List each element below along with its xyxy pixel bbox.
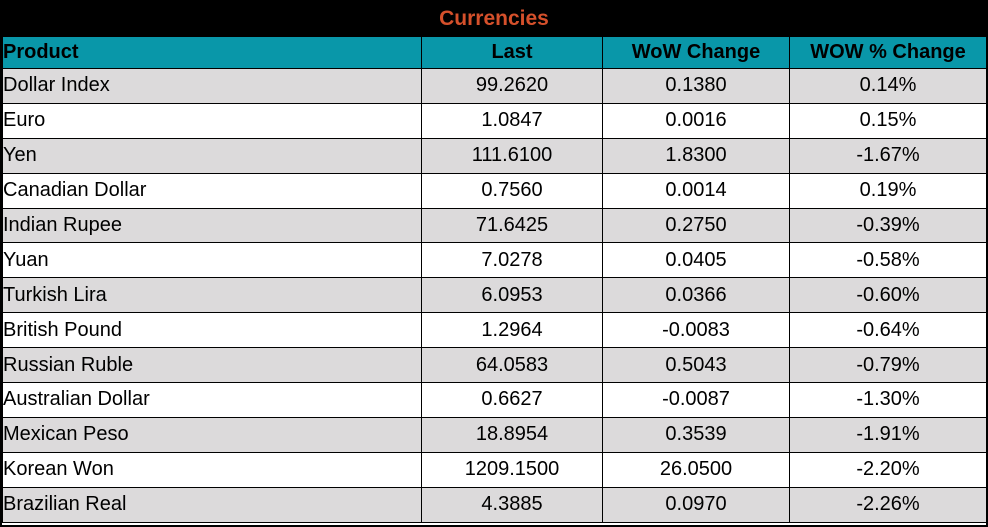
last-cell: 7.0278 [421, 242, 603, 279]
last-cell: 1209.1500 [421, 451, 603, 488]
product-cell: Indian Rupee [2, 207, 422, 244]
product-cell: Australian Dollar [2, 382, 422, 418]
wow-change-cell: 0.0405 [602, 242, 790, 279]
last-cell: 18.8954 [421, 416, 603, 453]
last-cell: 1.2964 [421, 312, 603, 349]
last-cell: 99.2620 [421, 68, 603, 104]
wow-pct-change-cell: -0.60% [789, 277, 986, 314]
wow-change-cell: 26.0500 [602, 451, 790, 488]
table-row: Yuan 7.0278 0.0405 -0.58% [2, 242, 986, 279]
last-cell: 0.7560 [421, 172, 603, 209]
wow-change-cell: 0.0970 [602, 486, 790, 523]
product-cell: Turkish Lira [2, 277, 422, 314]
wow-change-cell: -0.0083 [602, 312, 790, 349]
product-cell: Yen [2, 137, 422, 174]
table-row: Russian Ruble 64.0583 0.5043 -0.79% [2, 347, 986, 384]
currencies-table: Product Last WoW Change WOW % Change Dol… [2, 36, 986, 523]
table-row: Australian Dollar 0.6627 -0.0087 -1.30% [2, 382, 986, 418]
table-row: Mexican Peso 18.8954 0.3539 -1.91% [2, 416, 986, 453]
last-cell: 0.6627 [421, 382, 603, 418]
last-cell: 64.0583 [421, 347, 603, 384]
wow-pct-change-cell: 0.19% [789, 172, 986, 209]
table-row: British Pound 1.2964 -0.0083 -0.64% [2, 312, 986, 349]
column-header-wow-change: WoW Change [602, 36, 790, 69]
wow-pct-change-cell: 0.14% [789, 68, 986, 104]
wow-pct-change-cell: -0.58% [789, 242, 986, 279]
last-cell: 71.6425 [421, 207, 603, 244]
table-row: Euro 1.0847 0.0016 0.15% [2, 102, 986, 139]
wow-change-cell: 0.0366 [602, 277, 790, 314]
product-cell: Brazilian Real [2, 486, 422, 523]
wow-pct-change-cell: -1.30% [789, 382, 986, 418]
table-row: Turkish Lira 6.0953 0.0366 -0.60% [2, 277, 986, 314]
table-body: Dollar Index 99.2620 0.1380 0.14% Euro 1… [2, 68, 986, 523]
product-cell: British Pound [2, 312, 422, 349]
table-row: Yen 111.6100 1.8300 -1.67% [2, 137, 986, 174]
wow-pct-change-cell: -0.79% [789, 347, 986, 384]
product-cell: Russian Ruble [2, 347, 422, 384]
table-row: Korean Won 1209.1500 26.0500 -2.20% [2, 451, 986, 488]
table-row: Brazilian Real 4.3885 0.0970 -2.26% [2, 486, 986, 523]
table-row: Indian Rupee 71.6425 0.2750 -0.39% [2, 207, 986, 244]
wow-change-cell: 0.0016 [602, 102, 790, 139]
wow-change-cell: 0.1380 [602, 68, 790, 104]
wow-pct-change-cell: -1.91% [789, 416, 986, 453]
last-cell: 6.0953 [421, 277, 603, 314]
column-header-wow-pct-change: WOW % Change [789, 36, 986, 69]
wow-change-cell: 0.0014 [602, 172, 790, 209]
last-cell: 1.0847 [421, 102, 603, 139]
product-cell: Dollar Index [2, 68, 422, 104]
product-cell: Yuan [2, 242, 422, 279]
wow-change-cell: 0.2750 [602, 207, 790, 244]
wow-pct-change-cell: -0.64% [789, 312, 986, 349]
product-cell: Euro [2, 102, 422, 139]
column-header-product: Product [2, 36, 422, 69]
wow-pct-change-cell: -2.20% [789, 451, 986, 488]
last-cell: 111.6100 [421, 137, 603, 174]
header-row: Product Last WoW Change WOW % Change [2, 36, 986, 69]
product-cell: Korean Won [2, 451, 422, 488]
wow-pct-change-cell: 0.15% [789, 102, 986, 139]
table-title: Currencies [439, 7, 549, 30]
wow-change-cell: 0.3539 [602, 416, 790, 453]
wow-pct-change-cell: -2.26% [789, 486, 986, 523]
table-title-bar: Currencies [2, 2, 986, 36]
product-cell: Mexican Peso [2, 416, 422, 453]
wow-change-cell: 1.8300 [602, 137, 790, 174]
table-row: Canadian Dollar 0.7560 0.0014 0.19% [2, 172, 986, 209]
table-header: Product Last WoW Change WOW % Change [2, 36, 986, 69]
wow-change-cell: 0.5043 [602, 347, 790, 384]
table-row: Dollar Index 99.2620 0.1380 0.14% [2, 68, 986, 104]
wow-change-cell: -0.0087 [602, 382, 790, 418]
last-cell: 4.3885 [421, 486, 603, 523]
product-cell: Canadian Dollar [2, 172, 422, 209]
column-header-last: Last [421, 36, 603, 69]
wow-pct-change-cell: -0.39% [789, 207, 986, 244]
wow-pct-change-cell: -1.67% [789, 137, 986, 174]
